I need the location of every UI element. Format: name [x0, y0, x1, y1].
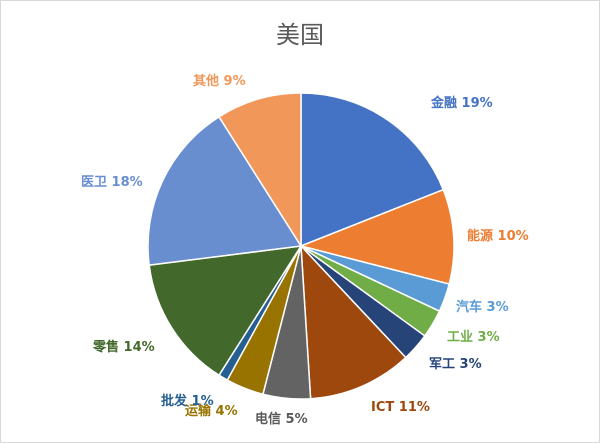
pie-slice-零售	[148, 245, 303, 377]
data-label-电信: 电信 5%	[255, 411, 308, 427]
pie-slice-其他	[217, 92, 302, 249]
data-label-军工: 军工 3%	[429, 357, 482, 372]
data-label-批发: 批发 1%	[161, 393, 214, 409]
chart-title: 美国	[276, 21, 324, 49]
pie-slice-能源	[298, 188, 455, 285]
data-label-其他: 其他 9%	[193, 73, 246, 89]
pie-slice-医卫	[147, 115, 303, 267]
pie-slice-ICT	[300, 243, 407, 400]
pie-slice-金融	[300, 92, 445, 248]
data-label-汽车: 汽车 3%	[456, 299, 509, 315]
data-label-医卫: 医卫 18%	[81, 175, 143, 190]
data-label-ICT: ICT 11%	[371, 400, 430, 415]
data-label-能源: 能源 10%	[467, 228, 529, 244]
data-label-零售: 零售 14%	[92, 339, 155, 355]
data-label-工业: 工业 3%	[447, 329, 500, 345]
data-label-金融: 金融 19%	[430, 95, 493, 111]
data-label-运输: 运输 4%	[185, 403, 238, 419]
